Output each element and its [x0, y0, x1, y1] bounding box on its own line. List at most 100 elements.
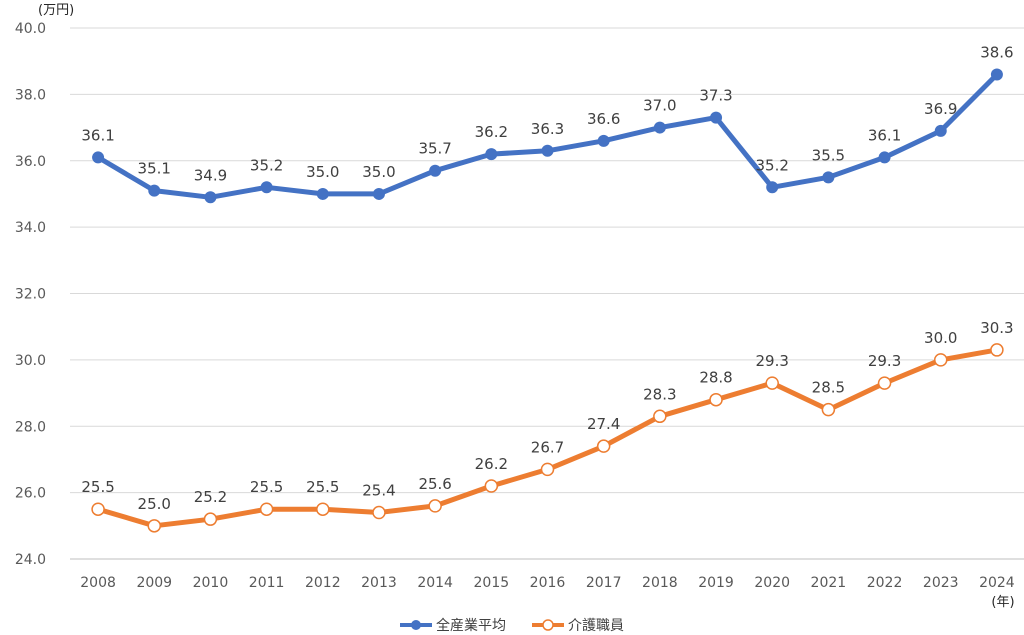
x-tick-label: 2024	[979, 575, 1015, 591]
data-label: 26.7	[531, 438, 564, 456]
legend-item-all-industry: 全産業平均	[400, 617, 506, 634]
x-axis-unit-label: (年)	[991, 595, 1014, 610]
x-tick-label: 2023	[923, 575, 959, 591]
data-point	[316, 502, 330, 516]
data-point	[710, 111, 723, 124]
x-tick-label: 2016	[530, 575, 566, 591]
data-label: 29.3	[868, 352, 901, 370]
x-tick-label: 2020	[754, 575, 790, 591]
data-label: 35.2	[756, 156, 789, 174]
gridlines	[70, 27, 1024, 560]
data-point	[821, 402, 836, 417]
series	[91, 68, 1004, 533]
data-label: 36.1	[868, 126, 901, 144]
legend-label-all-industry: 全産業平均	[436, 617, 506, 634]
axes: 24.0 26.0 28.0 30.0 32.0 34.0 36.0 38.0 40.0 2008…	[15, 21, 1015, 591]
data-label: 28.5	[812, 379, 845, 397]
legend-label-care-workers: 介護職員	[568, 618, 624, 634]
data-point	[91, 502, 105, 516]
data-label: 36.9	[924, 100, 957, 118]
data-label: 30.3	[980, 319, 1013, 337]
data-point	[259, 502, 274, 516]
data-label: 35.2	[250, 156, 283, 174]
x-tick-label: 2014	[417, 575, 453, 591]
data-label: 34.9	[194, 166, 227, 184]
x-tick-label: 2021	[811, 575, 847, 591]
legend-marker-all-industry	[411, 620, 421, 630]
x-tick-label: 2010	[193, 575, 229, 591]
legend-item-care-workers: 介護職員	[532, 618, 624, 634]
data-label: 25.2	[194, 488, 227, 506]
legend-marker-care-workers	[542, 619, 554, 631]
data-point	[484, 479, 499, 493]
data-label: 35.0	[362, 163, 395, 181]
data-point	[428, 499, 442, 513]
y-tick-label: 36.0	[15, 154, 46, 170]
y-tick-label: 28.0	[15, 419, 46, 435]
data-label: 30.0	[924, 329, 957, 347]
y-tick-label: 32.0	[15, 287, 46, 303]
data-point	[260, 181, 273, 194]
y-tick-label: 34.0	[15, 220, 46, 236]
x-tick-label: 2011	[249, 575, 285, 591]
y-tick-label: 40.0	[15, 21, 46, 37]
data-point	[596, 439, 611, 453]
y-axis-unit-label: (万円)	[38, 3, 74, 18]
data-point	[203, 512, 218, 526]
x-tick-label: 2019	[698, 575, 734, 591]
data-point	[934, 124, 947, 137]
data-label: 35.0	[306, 163, 339, 181]
data-point	[765, 376, 779, 390]
data-point	[429, 164, 442, 177]
data-label: 36.6	[587, 110, 620, 128]
data-point	[148, 184, 161, 197]
x-tick-label: 2009	[136, 575, 172, 591]
data-point	[990, 343, 1004, 357]
data-point	[653, 121, 666, 134]
data-label: 26.2	[475, 455, 508, 473]
x-tick-label: 2015	[474, 575, 510, 591]
data-point	[485, 148, 498, 161]
data-label: 25.5	[306, 478, 339, 496]
data-label: 36.2	[475, 123, 508, 141]
data-label: 25.5	[250, 478, 283, 496]
data-point	[766, 181, 779, 194]
data-point	[822, 171, 835, 184]
y-tick-label: 26.0	[15, 486, 46, 502]
data-label: 27.4	[587, 415, 620, 433]
data-point	[540, 462, 555, 477]
data-label: 28.8	[699, 369, 732, 387]
y-tick-label: 30.0	[15, 353, 46, 369]
data-point	[147, 519, 162, 533]
data-label: 25.4	[362, 482, 395, 500]
data-point	[709, 392, 723, 407]
legend: 全産業平均 介護職員	[400, 617, 624, 634]
data-label: 35.7	[418, 140, 451, 158]
data-label: 36.3	[531, 120, 564, 138]
data-point	[372, 505, 386, 520]
data-point	[316, 187, 329, 200]
data-label: 25.0	[138, 495, 171, 513]
data-point	[878, 151, 891, 164]
data-label: 25.5	[81, 478, 114, 496]
x-tick-label: 2013	[361, 575, 397, 591]
data-label: 38.6	[980, 43, 1013, 61]
data-point	[541, 144, 554, 157]
y-tick-label: 38.0	[15, 87, 46, 103]
x-tick-label: 2018	[642, 575, 678, 591]
x-tick-label: 2022	[867, 575, 903, 591]
data-label: 35.1	[138, 160, 171, 178]
data-label: 29.3	[756, 352, 789, 370]
data-point	[877, 376, 892, 390]
data-label: 37.3	[699, 87, 732, 105]
x-tick-label: 2012	[305, 575, 341, 591]
y-tick-label: 24.0	[15, 552, 46, 568]
data-point	[92, 151, 105, 164]
data-label: 36.1	[81, 126, 114, 144]
data-label: 25.6	[418, 475, 451, 493]
data-label: 28.3	[643, 385, 676, 403]
data-point	[204, 191, 217, 204]
data-point	[933, 353, 948, 367]
